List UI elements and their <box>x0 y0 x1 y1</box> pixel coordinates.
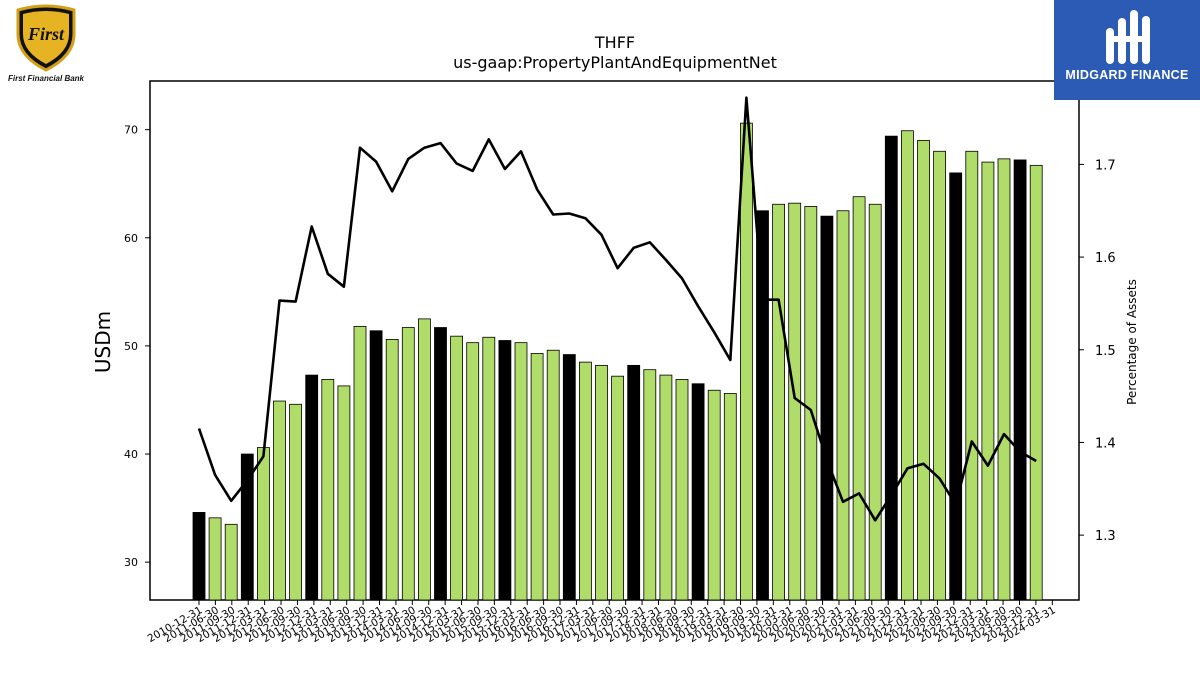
bar <box>868 203 882 601</box>
shield-emblem-icon: First <box>16 4 76 72</box>
bar <box>901 130 914 601</box>
bar <box>579 361 592 601</box>
bar <box>514 342 528 601</box>
left-axis: 30 40 50 60 70 <box>124 124 150 569</box>
bar <box>546 349 560 601</box>
bar <box>417 318 431 601</box>
bar <box>482 336 496 601</box>
bar <box>756 210 769 601</box>
y-tick-label: 60 <box>124 232 138 245</box>
bar <box>675 379 689 601</box>
bar <box>611 375 624 601</box>
chart-subtitle: us-gaap:PropertyPlantAndEquipmentNet <box>453 53 777 72</box>
bar <box>466 342 480 601</box>
bar <box>965 150 979 601</box>
bar <box>643 369 657 601</box>
bar <box>627 364 641 601</box>
right-axis: 1.3 1.4 1.5 1.6 1.7 <box>1079 158 1116 544</box>
y2-tick-label: 1.6 <box>1095 251 1116 266</box>
y2-tick-label: 1.3 <box>1095 529 1116 544</box>
y-tick-label: 70 <box>124 124 138 137</box>
y-tick-label: 30 <box>124 556 138 569</box>
first-financial-bank-logo: First First Financial Bank <box>4 4 88 86</box>
bar <box>820 215 834 601</box>
y2-axis-label: Percentage of Assets <box>1125 279 1139 405</box>
bar <box>772 203 785 601</box>
bar <box>917 140 930 601</box>
x-axis: 2010-12-312011-06-302011-09-302011-12-31… <box>146 600 1058 645</box>
bar <box>981 161 995 601</box>
y2-tick-label: 1.4 <box>1095 436 1116 451</box>
bar <box>740 122 753 601</box>
bar-group <box>192 122 1043 601</box>
bar <box>884 135 898 601</box>
bar <box>305 374 319 601</box>
bar <box>530 353 544 601</box>
bar <box>804 206 818 601</box>
first-financial-bank-text: First Financial Bank <box>7 74 85 83</box>
percentage-line <box>197 96 1037 522</box>
bar <box>498 340 512 601</box>
y-tick-label: 50 <box>124 340 138 353</box>
bar <box>997 158 1011 601</box>
y2-tick-label: 1.5 <box>1095 344 1116 359</box>
bar <box>337 385 351 601</box>
bar <box>852 196 866 601</box>
bar <box>192 512 206 601</box>
bar <box>723 393 737 601</box>
bar <box>289 403 303 601</box>
bar <box>1029 164 1043 601</box>
midgard-finance-logo: MIDGARD FINANCE <box>1054 0 1200 100</box>
y-tick-label: 40 <box>124 448 138 461</box>
bar <box>321 379 335 601</box>
chart-title: THFF <box>594 33 636 52</box>
bar <box>273 400 286 601</box>
bar <box>369 330 383 601</box>
bar <box>595 364 608 601</box>
bar <box>450 335 464 601</box>
bar <box>353 326 367 601</box>
svg-text:First: First <box>27 24 65 44</box>
bar <box>933 150 946 601</box>
bar <box>434 327 447 601</box>
midgard-mark-icon <box>1106 10 1150 64</box>
bar <box>256 447 270 601</box>
bar <box>949 172 963 601</box>
y2-tick-label: 1.7 <box>1095 158 1116 173</box>
bar <box>1013 159 1027 601</box>
y-axis-label: USDm <box>91 311 115 373</box>
bar <box>691 383 705 601</box>
bar <box>224 523 238 601</box>
bar <box>836 210 850 601</box>
bar <box>385 339 399 601</box>
bar <box>240 453 254 601</box>
line-group <box>197 96 1037 522</box>
bar <box>659 374 673 601</box>
bar <box>208 517 222 601</box>
midgard-finance-text: MIDGARD FINANCE <box>1065 68 1189 82</box>
bar <box>707 389 721 601</box>
bar <box>562 354 576 601</box>
bar <box>401 327 415 601</box>
